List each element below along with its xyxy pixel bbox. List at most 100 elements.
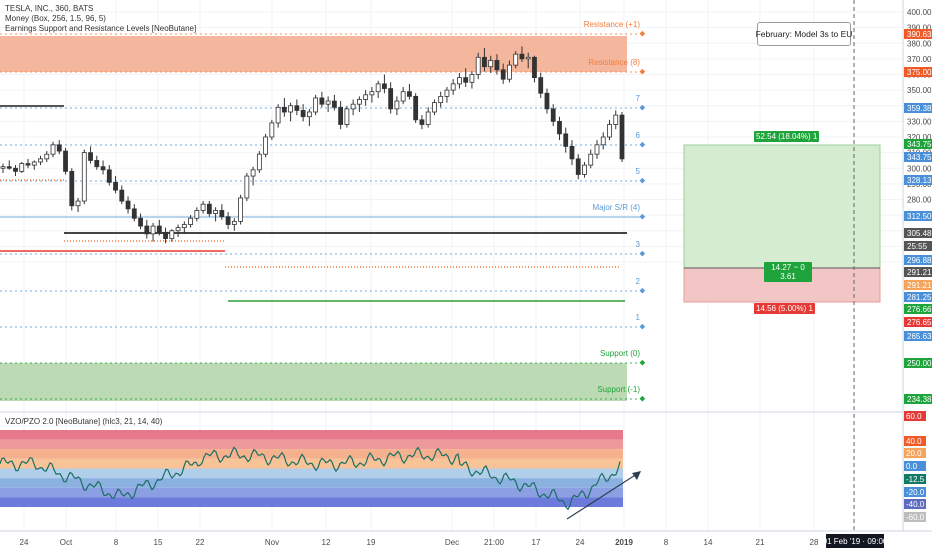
candle-body	[275, 106, 281, 124]
osc-tag	[904, 499, 926, 509]
candle-body	[457, 77, 462, 85]
time-cursor-tag	[826, 534, 884, 548]
level-label: 5	[636, 167, 641, 176]
candle-body	[256, 153, 262, 171]
candle-body	[106, 169, 112, 183]
price-tag	[904, 255, 932, 265]
time-axis-label: 12	[322, 538, 331, 547]
price-tag	[904, 267, 932, 277]
osc-tag-label: 60.0	[906, 424, 922, 433]
loss-label: 14.56 (5.00%) 1	[754, 303, 815, 314]
candle-body	[550, 108, 556, 122]
time-axis-label: Oct	[60, 538, 73, 547]
candle-body	[281, 106, 287, 113]
osc-tag-label: -60.0	[906, 513, 925, 522]
time-axis-label: 8	[664, 538, 669, 547]
candle-body	[175, 227, 181, 232]
candle-body	[63, 150, 68, 172]
price-tag	[904, 29, 932, 39]
candle-body	[569, 145, 575, 160]
candle-body	[131, 208, 137, 219]
candle-body	[507, 64, 512, 80]
price-tag-label: 276.65	[907, 318, 932, 327]
candle-body	[419, 119, 425, 125]
entry-label-line2: 3.61	[780, 272, 796, 281]
price-tag	[904, 103, 932, 113]
price-tag-label: 291.21	[907, 268, 932, 277]
price-tag	[904, 358, 932, 368]
oscillator-title[interactable]: VZO/PZO 2.0 [NeoButane] (hlc3, 21, 14, 4…	[5, 417, 163, 426]
price-tag	[904, 241, 932, 251]
price-tag	[904, 280, 932, 290]
level-label: 7	[636, 94, 641, 103]
time-axis-label: 22	[196, 538, 205, 547]
candle-body	[313, 97, 319, 113]
time-axis-label: 19	[367, 538, 376, 547]
price-tag-label: 390.63	[907, 30, 932, 39]
symbol-title[interactable]: TESLA, INC., 360, BATS	[5, 4, 94, 13]
price-tag-label: 250.00	[907, 359, 932, 368]
candle-body	[500, 69, 506, 80]
candle-body	[444, 89, 450, 97]
candle-body	[181, 224, 187, 229]
candle-body	[469, 74, 475, 83]
candle-body	[225, 216, 231, 225]
candle-body	[244, 175, 250, 199]
candle-body	[400, 91, 406, 102]
candle-body	[219, 210, 225, 218]
candle-body	[69, 170, 75, 207]
candle-body	[557, 120, 562, 135]
legend: TESLA, INC., 360, BATS Money (Box, 256, …	[5, 4, 196, 34]
candle-body	[382, 83, 387, 89]
candle-body	[425, 111, 431, 125]
time-axis-label: 14	[704, 538, 713, 547]
osc-tag-label: -12.5	[906, 475, 925, 484]
indicator-earnings-levels[interactable]: Earnings Support and Resistance Levels […	[5, 24, 197, 33]
candle-body	[488, 60, 494, 68]
candle-body	[544, 92, 550, 110]
candle-body	[206, 203, 212, 214]
candle-body	[263, 136, 269, 155]
candle-body	[344, 108, 350, 125]
osc-tag-label: 0.0	[906, 462, 918, 471]
time-cursor-label: 01 Feb '19 · 09:00	[823, 537, 888, 546]
osc-tag-label: 20.0	[906, 449, 922, 458]
indicator-money[interactable]: Money (Box, 256, 1.5, 96, 5)	[5, 14, 106, 23]
time-axis-label: Nov	[265, 538, 279, 547]
level-label: 2	[636, 277, 641, 286]
candle-body	[350, 103, 356, 110]
candle-body	[213, 210, 218, 214]
oscillator-bands	[0, 430, 623, 507]
candle-body	[369, 91, 375, 96]
entry-label-line1: 14.27 ~ 0	[771, 263, 805, 272]
candle-body	[6, 166, 12, 169]
candle-body	[156, 225, 162, 233]
trend-arrow[interactable]	[566, 471, 641, 520]
osc-tag	[904, 411, 926, 421]
osc-tag	[904, 423, 926, 433]
time-axis-label: Dec	[445, 538, 459, 547]
level-label: Support (-1)	[597, 385, 640, 394]
candle-body	[300, 110, 306, 118]
level-label: 1	[636, 313, 641, 322]
candle-body	[363, 94, 369, 100]
level-label: 3	[636, 240, 641, 249]
price-tag-label: 296.88	[907, 256, 932, 265]
candle-body	[331, 100, 337, 108]
candle-body	[450, 83, 456, 91]
price-tick-label: 370.00	[907, 55, 932, 64]
candle-body	[294, 105, 300, 111]
candle-body	[100, 166, 106, 171]
note-callout[interactable]: February: Model 3s to EU	[756, 22, 852, 46]
profit-zone[interactable]	[683, 144, 881, 269]
price-tag	[904, 228, 932, 238]
level-label: Support (0)	[600, 349, 640, 358]
candle-body	[619, 114, 625, 160]
candle-body	[0, 166, 6, 169]
candle-body	[50, 144, 56, 155]
price-tick-label: 390.00	[907, 24, 932, 33]
candle-body	[388, 88, 394, 110]
osc-tag	[904, 448, 926, 458]
candle-body	[475, 56, 481, 75]
